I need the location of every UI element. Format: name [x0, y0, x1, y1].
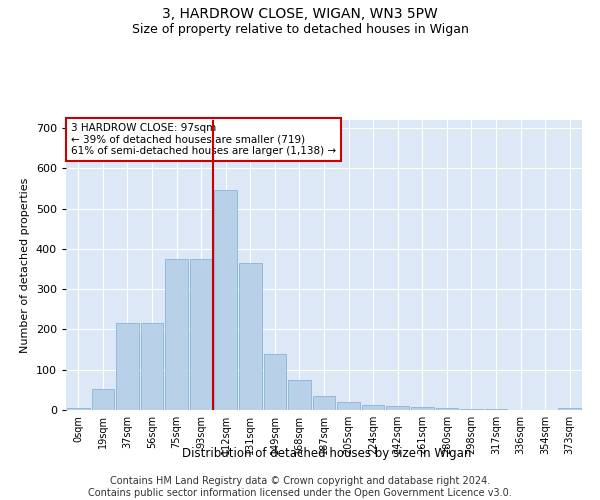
Bar: [559, 408, 581, 410]
Bar: [313, 396, 335, 410]
Text: 3, HARDROW CLOSE, WIGAN, WN3 5PW: 3, HARDROW CLOSE, WIGAN, WN3 5PW: [162, 8, 438, 22]
Bar: [337, 402, 360, 410]
Bar: [165, 259, 188, 410]
Bar: [140, 324, 163, 410]
Text: Contains HM Land Registry data © Crown copyright and database right 2024.
Contai: Contains HM Land Registry data © Crown c…: [88, 476, 512, 498]
Bar: [288, 380, 311, 410]
Text: Size of property relative to detached houses in Wigan: Size of property relative to detached ho…: [131, 22, 469, 36]
Y-axis label: Number of detached properties: Number of detached properties: [20, 178, 30, 352]
Bar: [116, 324, 139, 410]
Bar: [67, 408, 89, 410]
Bar: [190, 259, 212, 410]
Bar: [362, 405, 385, 410]
Text: Distribution of detached houses by size in Wigan: Distribution of detached houses by size …: [182, 448, 472, 460]
Text: 3 HARDROW CLOSE: 97sqm
← 39% of detached houses are smaller (719)
61% of semi-de: 3 HARDROW CLOSE: 97sqm ← 39% of detached…: [71, 123, 336, 156]
Bar: [239, 263, 262, 410]
Bar: [411, 407, 434, 410]
Bar: [386, 406, 409, 410]
Bar: [92, 389, 114, 410]
Bar: [214, 190, 237, 410]
Bar: [436, 408, 458, 410]
Bar: [485, 409, 508, 410]
Bar: [460, 409, 483, 410]
Bar: [263, 354, 286, 410]
